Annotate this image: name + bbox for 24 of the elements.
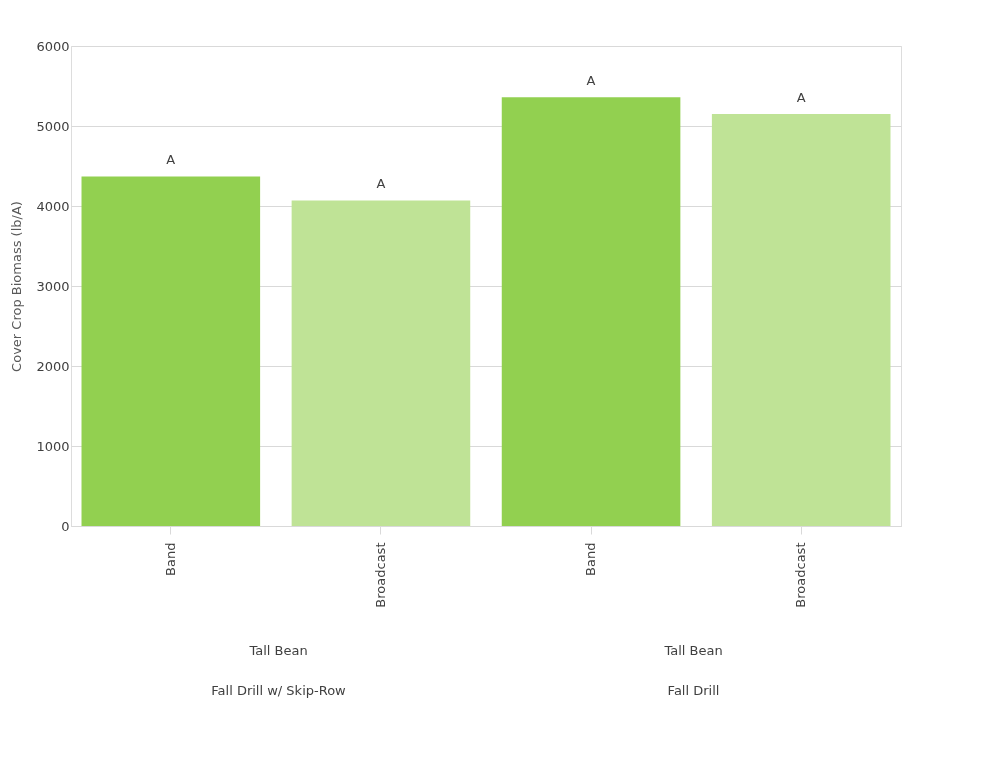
y-tick-label: 3000	[36, 278, 70, 294]
x-tick-label: Broadcast	[793, 542, 809, 608]
data-label: A	[796, 90, 806, 105]
data-label: A	[376, 176, 386, 192]
y-tick-label: 5000	[36, 118, 70, 134]
y-tick-label: 0	[61, 518, 70, 534]
y-tick-label: 4000	[36, 198, 70, 214]
text: Tall Bean	[663, 643, 723, 658]
bar	[501, 97, 681, 526]
bar	[711, 114, 891, 526]
y-axis-title: Cover Crop Biomass (lb/A)	[9, 201, 25, 372]
x-tick-label: Band	[162, 542, 178, 576]
y-tick-label: 6000	[36, 38, 70, 54]
y-tick-label: 2000	[36, 358, 70, 374]
bar	[81, 176, 261, 526]
y-tick-label: 1000	[36, 438, 70, 454]
x-tick-label: Broadcast	[372, 542, 388, 608]
bar	[291, 200, 471, 526]
text: Tall Bean	[248, 643, 308, 658]
data-label: A	[166, 152, 176, 168]
data-label: A	[586, 73, 596, 89]
text: Fall Drill	[667, 683, 720, 698]
x-tick-label: Band	[583, 542, 599, 576]
text: Fall Drill w/ Skip-Row	[211, 683, 347, 698]
